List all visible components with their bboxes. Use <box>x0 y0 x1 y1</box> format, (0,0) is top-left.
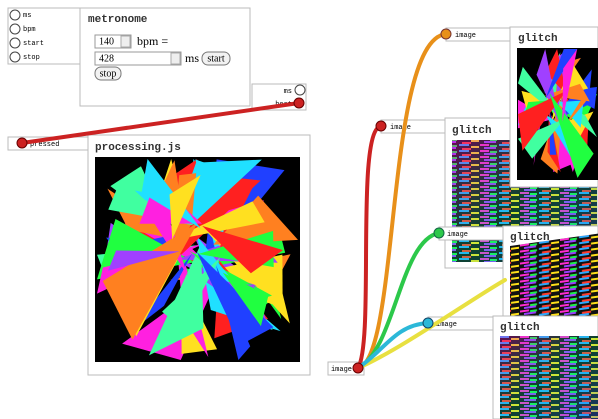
input-value: 428 <box>99 53 114 64</box>
port[interactable] <box>433 227 445 239</box>
node-title: glitch <box>500 322 540 334</box>
shape <box>222 272 269 327</box>
shape <box>549 92 594 178</box>
shape <box>549 109 557 155</box>
wire[interactable] <box>356 124 383 370</box>
port[interactable] <box>9 51 21 63</box>
port[interactable] <box>9 9 21 21</box>
port[interactable] <box>9 23 21 35</box>
port-label: bpm <box>23 26 36 34</box>
metronome-node: metronome 140 bpm = 428 ms start stop <box>79 7 251 107</box>
field-label: bpm = <box>137 34 168 48</box>
shape <box>108 250 180 271</box>
port-label: ms <box>23 12 31 20</box>
port[interactable] <box>293 97 305 109</box>
shape <box>196 251 274 345</box>
port-label: image <box>436 321 457 329</box>
port[interactable] <box>375 120 387 132</box>
port[interactable] <box>440 28 452 40</box>
wire[interactable] <box>356 32 448 370</box>
spinner[interactable] <box>170 52 181 65</box>
field-label: ms <box>185 51 199 65</box>
spinner[interactable] <box>120 35 131 48</box>
port-label: image <box>331 366 352 374</box>
wire[interactable] <box>20 101 301 145</box>
shape <box>545 49 578 99</box>
wires <box>20 32 507 370</box>
wire[interactable] <box>356 321 430 370</box>
shape <box>518 118 565 159</box>
glitch-node: image glitch <box>427 315 598 419</box>
port[interactable] <box>294 84 306 96</box>
button[interactable] <box>201 51 231 66</box>
port-label: image <box>455 32 476 40</box>
canvas-drawing <box>97 159 298 360</box>
shape <box>191 159 262 226</box>
port-label: pressed <box>30 141 59 149</box>
glitch-overlay <box>500 336 598 419</box>
button-label: start <box>207 53 224 64</box>
wire[interactable] <box>356 278 507 370</box>
glitch-drawing <box>518 49 597 178</box>
port-label: start <box>23 40 44 48</box>
glitch-node: image glitch <box>445 26 598 188</box>
port[interactable] <box>422 317 434 329</box>
port-label: image <box>390 124 411 132</box>
button-label: stop <box>100 68 117 79</box>
port-panel <box>7 7 83 65</box>
shape <box>204 229 290 324</box>
shape <box>562 49 578 122</box>
shape <box>202 225 283 274</box>
port-label: ms <box>284 88 292 96</box>
port[interactable] <box>9 37 21 49</box>
shape <box>216 265 251 360</box>
input-value: 140 <box>99 36 114 47</box>
button[interactable] <box>94 66 122 81</box>
input-field[interactable] <box>94 51 182 66</box>
node-title: processing.js <box>95 142 181 154</box>
metronome-inputs: ms bpm start stop <box>7 7 83 65</box>
node-title: glitch <box>510 232 550 244</box>
port[interactable] <box>352 362 364 374</box>
node-title: glitch <box>518 33 558 45</box>
port[interactable] <box>16 137 28 149</box>
shape <box>162 257 221 329</box>
node-title: glitch <box>452 125 492 137</box>
port-label: stop <box>23 54 40 62</box>
port-label: image <box>447 231 468 239</box>
processing-node: pressed processing.js image <box>7 134 365 376</box>
node-title: metronome <box>88 14 148 26</box>
shape <box>169 175 201 240</box>
wire-ends <box>16 28 452 374</box>
